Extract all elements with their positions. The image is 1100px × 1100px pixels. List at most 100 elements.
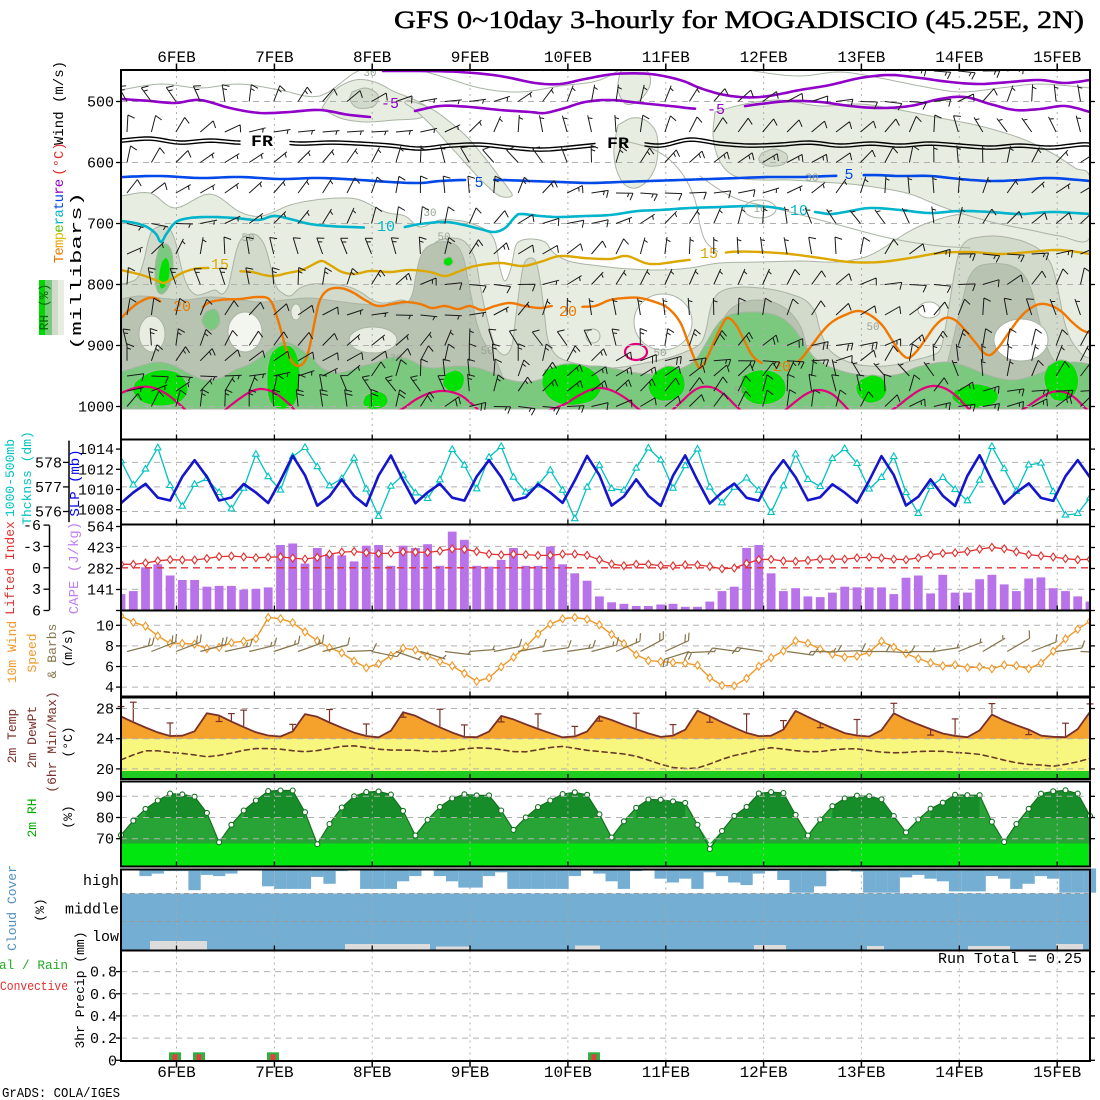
svg-text:30: 30	[424, 208, 437, 220]
svg-text:GrADS: COLA/IGES: GrADS: COLA/IGES	[2, 1086, 120, 1100]
svg-text:30: 30	[806, 173, 819, 185]
svg-text:RH (%): RH (%)	[37, 284, 52, 331]
svg-text:0.4: 0.4	[90, 1009, 117, 1026]
svg-text:6: 6	[32, 604, 41, 621]
svg-text:24: 24	[96, 732, 114, 749]
svg-text:6FEB: 6FEB	[157, 1064, 195, 1082]
svg-text:GFS 0~10day 3-hourly for MOGAD: GFS 0~10day 3-hourly for MOGADISCIO (45.…	[394, 5, 1084, 34]
svg-text:30: 30	[364, 68, 377, 80]
svg-text:(%): (%)	[33, 898, 48, 921]
svg-text:10FEB: 10FEB	[544, 1064, 592, 1082]
svg-text:0: 0	[32, 561, 41, 578]
svg-text:Speed: Speed	[25, 633, 40, 672]
svg-text:5: 5	[845, 167, 854, 184]
svg-text:10m Wind: 10m Wind	[5, 621, 20, 683]
svg-text:-5: -5	[707, 102, 725, 119]
svg-text:SLP (mb): SLP (mb)	[68, 449, 84, 516]
svg-text:2m DewPt: 2m DewPt	[25, 706, 40, 768]
svg-text:(m/s): (m/s)	[61, 628, 76, 667]
svg-text:high: high	[83, 873, 119, 890]
svg-text:(%): (%)	[61, 805, 76, 828]
svg-text:564: 564	[87, 520, 114, 537]
svg-text:15: 15	[211, 257, 229, 274]
svg-text:10: 10	[96, 618, 114, 635]
svg-text:4: 4	[105, 680, 114, 697]
svg-text:20: 20	[173, 299, 191, 316]
svg-text:e: e	[52, 224, 68, 232]
svg-text:8FEB: 8FEB	[353, 1064, 391, 1082]
svg-text:e: e	[52, 179, 68, 187]
svg-text:20: 20	[773, 359, 791, 376]
svg-text:2m Temp: 2m Temp	[5, 709, 20, 764]
svg-text:15: 15	[700, 246, 718, 263]
svg-text:m: m	[52, 240, 68, 248]
svg-text:p: p	[52, 232, 68, 240]
svg-text:9FEB: 9FEB	[451, 1064, 489, 1082]
svg-text:577: 577	[35, 480, 62, 497]
svg-text:13FEB: 13FEB	[837, 49, 885, 67]
svg-text:50: 50	[734, 386, 747, 398]
svg-text:7FEB: 7FEB	[255, 1064, 293, 1082]
svg-text:900: 900	[87, 339, 114, 356]
svg-text:90: 90	[96, 789, 114, 806]
svg-text:r: r	[52, 217, 68, 225]
svg-text:141: 141	[87, 583, 114, 600]
svg-text:80: 80	[96, 811, 114, 828]
svg-text:50: 50	[242, 233, 255, 245]
svg-text:70: 70	[96, 832, 114, 849]
svg-text:28: 28	[96, 702, 114, 719]
svg-text:7FEB: 7FEB	[255, 49, 293, 67]
svg-text:14FEB: 14FEB	[935, 1064, 983, 1082]
svg-text:middle: middle	[65, 902, 119, 919]
svg-text:0.2: 0.2	[90, 1031, 117, 1048]
svg-text:-6: -6	[23, 518, 41, 535]
svg-text:576: 576	[35, 505, 62, 522]
svg-text:Total / Rain: Total / Rain	[0, 958, 68, 973]
svg-text:8: 8	[105, 639, 114, 656]
svg-text:low: low	[92, 929, 119, 946]
svg-text:1000: 1000	[78, 400, 114, 417]
svg-text:578: 578	[35, 455, 62, 472]
svg-text:50: 50	[438, 232, 451, 244]
svg-text:CAPE (J/kg): CAPE (J/kg)	[67, 522, 83, 614]
svg-text:8FEB: 8FEB	[353, 49, 391, 67]
svg-text:1010: 1010	[78, 483, 114, 500]
svg-text:10FEB: 10FEB	[544, 49, 592, 67]
svg-text:1012: 1012	[78, 462, 114, 479]
svg-text:Lifted Index: Lifted Index	[3, 521, 18, 615]
svg-text:50: 50	[654, 348, 667, 360]
svg-text:Wind (m/s): Wind (m/s)	[52, 61, 68, 145]
svg-text:0: 0	[108, 1053, 117, 1070]
svg-text:423: 423	[87, 541, 114, 558]
svg-text:-5: -5	[381, 96, 399, 113]
svg-text:15FEB: 15FEB	[1033, 49, 1081, 67]
svg-text:Run Total = 0.25: Run Total = 0.25	[938, 952, 1082, 968]
svg-text:2m RH: 2m RH	[25, 798, 40, 837]
svg-text:Cloud Cover: Cloud Cover	[5, 865, 20, 951]
svg-text:20: 20	[96, 762, 114, 779]
svg-text:3: 3	[32, 582, 41, 599]
svg-text:12FEB: 12FEB	[740, 49, 788, 67]
svg-text:13FEB: 13FEB	[837, 1064, 885, 1082]
svg-text:12FEB: 12FEB	[740, 1064, 788, 1082]
svg-text:15FEB: 15FEB	[1033, 1064, 1081, 1082]
svg-text:10: 10	[790, 203, 808, 220]
svg-text:14FEB: 14FEB	[935, 49, 983, 67]
svg-text:500: 500	[87, 95, 114, 112]
svg-text:e: e	[52, 247, 68, 255]
svg-text:6FEB: 6FEB	[157, 49, 195, 67]
svg-text:t: t	[52, 202, 68, 210]
svg-text:9FEB: 9FEB	[451, 49, 489, 67]
svg-text:T: T	[52, 255, 68, 263]
svg-text:& Barbs: & Barbs	[45, 624, 60, 679]
svg-text:10: 10	[377, 219, 395, 236]
svg-text:Convective: Convective	[0, 979, 68, 994]
svg-text:50: 50	[481, 346, 494, 358]
svg-text:-3: -3	[23, 539, 41, 556]
svg-text:700: 700	[87, 217, 114, 234]
svg-text:5: 5	[475, 175, 484, 192]
svg-text:11FEB: 11FEB	[642, 49, 690, 67]
svg-text:r: r	[52, 186, 68, 194]
svg-text:800: 800	[87, 278, 114, 295]
svg-text:1008: 1008	[78, 503, 114, 520]
